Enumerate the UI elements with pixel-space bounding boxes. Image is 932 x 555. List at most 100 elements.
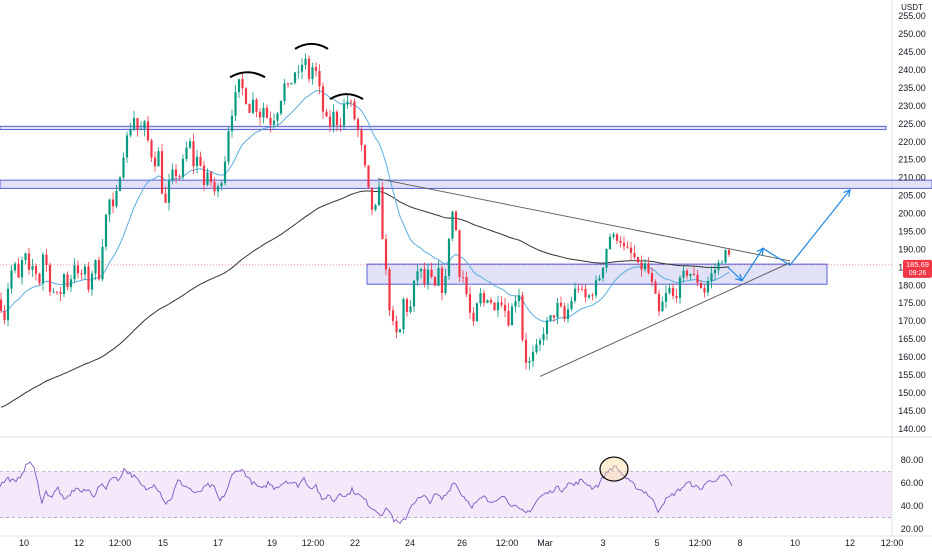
candle: [489, 297, 493, 305]
candle: [157, 147, 160, 167]
candle: [227, 125, 230, 166]
projection-layer: [727, 188, 851, 282]
rsi-tick-label: 80.00: [901, 455, 924, 465]
candle: [174, 163, 178, 184]
candle: [318, 64, 321, 95]
time-tick-label: 12:00: [302, 538, 325, 548]
candle: [307, 55, 311, 83]
price-tick-label: 230.00: [898, 101, 926, 111]
candle: [279, 100, 283, 116]
candle: [258, 108, 262, 126]
candle: [234, 84, 237, 122]
candle: [41, 252, 45, 291]
projection-arrow-target: [843, 188, 851, 197]
ascending-trendline[interactable]: [539, 262, 791, 377]
candle: [3, 305, 6, 325]
candle: [360, 127, 363, 151]
candle: [223, 155, 227, 186]
candle: [209, 170, 213, 188]
candle: [598, 274, 601, 282]
candle: [633, 245, 636, 260]
descending-trendline[interactable]: [377, 178, 791, 262]
candle: [83, 263, 87, 280]
last-price-tag: 185.69 09:26: [903, 259, 932, 278]
candle: [188, 137, 192, 150]
currency-label: USDT: [901, 3, 923, 12]
candle: [195, 149, 199, 174]
candle: [440, 265, 444, 301]
candle: [381, 181, 384, 240]
rsi-overbought-circle[interactable]: [599, 456, 629, 482]
time-axis[interactable]: 10 12 12:00 15 17 19 12:00 22 24 26 12:00 Mar 3 5 12:0…: [19, 538, 903, 548]
candle: [433, 275, 437, 287]
price-tick-label: 220.00: [898, 137, 926, 147]
time-tick-label: 15: [158, 538, 168, 548]
candle: [514, 295, 517, 313]
candle: [699, 280, 703, 289]
candle: [52, 288, 55, 294]
candle: [668, 283, 671, 295]
candle: [374, 203, 377, 212]
candle: [566, 303, 570, 324]
candle: [468, 286, 472, 319]
candle: [486, 299, 489, 304]
left-shoulder-arc[interactable]: [229, 71, 266, 79]
time-tick-label: 12:00: [881, 538, 904, 548]
candle: [626, 241, 629, 249]
candle: [367, 165, 370, 189]
candle: [101, 238, 104, 282]
rsi-axis[interactable]: 80.00 60.00 40.00 20.00: [901, 455, 924, 534]
candle: [465, 271, 468, 298]
candle: [398, 328, 402, 333]
candle: [293, 71, 297, 85]
candle: [507, 302, 510, 327]
price-tick-label: 160.00: [898, 352, 926, 362]
candle: [10, 265, 13, 294]
price-axis[interactable]: 255.00 250.00 245.00 240.00 235.00 230.00 225.…: [898, 11, 926, 434]
candle: [402, 297, 405, 334]
candle: [682, 266, 685, 283]
last-price-value: 185.69: [906, 260, 929, 269]
time-tick-label: 12: [845, 538, 855, 548]
head-arc[interactable]: [294, 42, 329, 50]
candle: [629, 241, 633, 261]
resistance-zone-mid[interactable]: [0, 179, 932, 189]
candle: [150, 138, 153, 162]
rsi-layer: [0, 456, 733, 525]
candle: [297, 65, 300, 79]
candle: [521, 291, 524, 343]
candle: [300, 58, 304, 80]
annotations-layer: [229, 42, 364, 100]
candle: [384, 234, 388, 276]
candle: [717, 259, 720, 275]
candle: [262, 102, 265, 124]
candle: [48, 262, 52, 297]
resistance-zone-upper[interactable]: [0, 125, 887, 131]
time-tick-label: 26: [457, 538, 467, 548]
candle: [563, 302, 566, 323]
candle: [171, 163, 174, 184]
candle: [125, 131, 129, 163]
time-tick-label: Mar: [537, 538, 553, 548]
candle: [451, 210, 454, 242]
candle: [251, 92, 255, 115]
time-tick-label: 17: [213, 538, 223, 548]
time-tick-label: 12:00: [109, 538, 132, 548]
candle: [90, 270, 94, 296]
candle: [664, 285, 668, 309]
candle: [671, 283, 675, 300]
candle: [55, 291, 59, 295]
projection-arrow-down: [735, 273, 743, 282]
candle: [325, 108, 328, 118]
candle: [69, 275, 73, 292]
right-shoulder-arc[interactable]: [329, 93, 364, 100]
time-tick-label: 8: [737, 538, 742, 548]
candle: [524, 332, 528, 370]
candle: [538, 337, 542, 352]
candle: [339, 117, 342, 132]
candle: [199, 151, 202, 167]
rsi-line: [0, 461, 733, 525]
candle: [290, 82, 293, 85]
